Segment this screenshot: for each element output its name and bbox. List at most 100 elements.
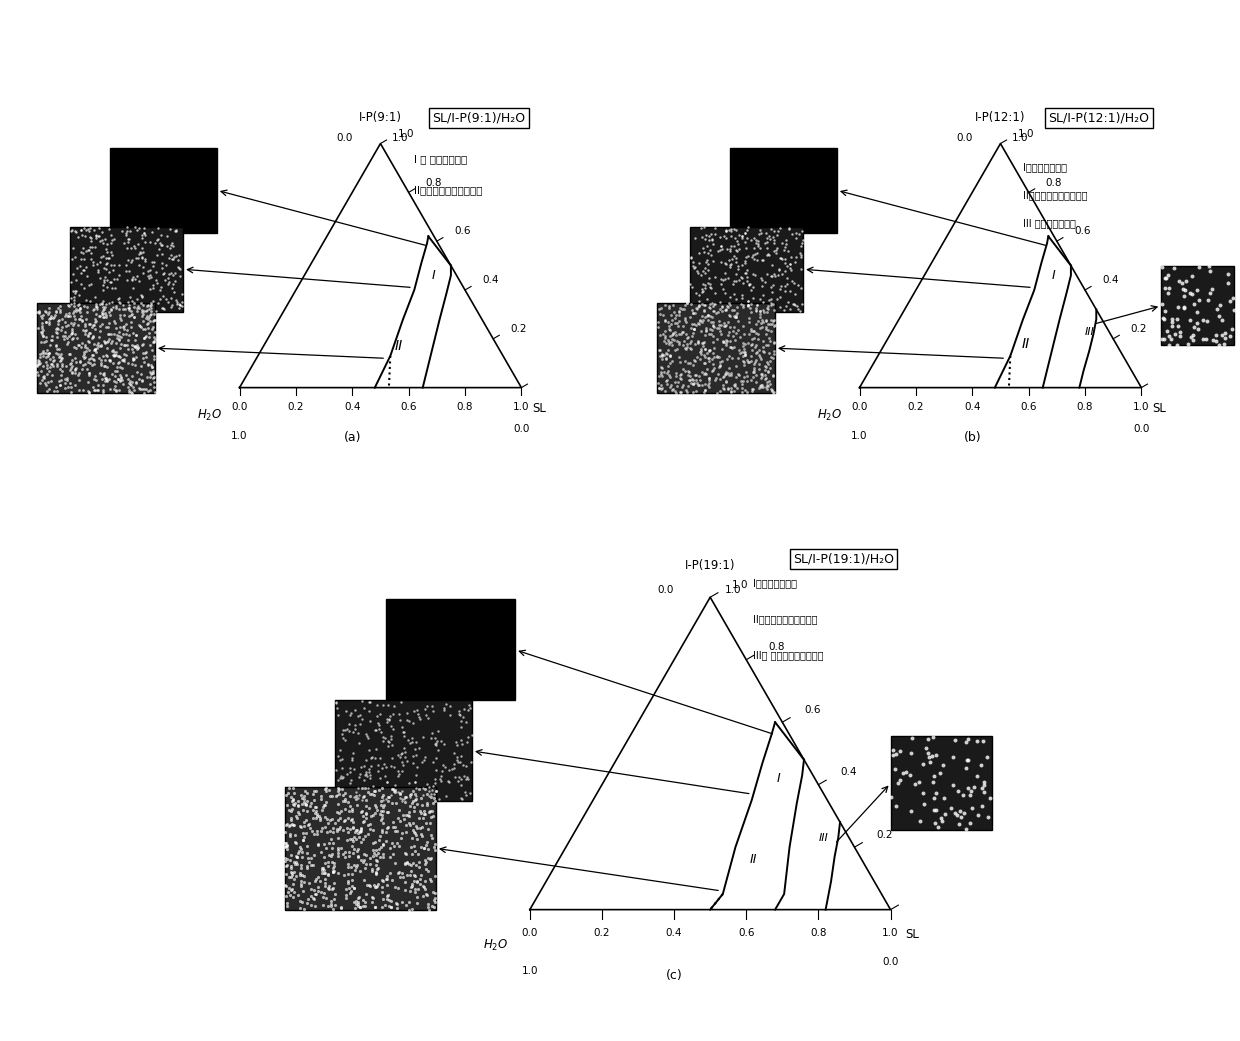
Point <box>934 789 954 806</box>
Point <box>303 810 322 827</box>
Point <box>334 867 353 884</box>
Point <box>776 235 796 252</box>
Point <box>781 273 801 289</box>
Point <box>709 320 729 336</box>
Point <box>336 703 356 719</box>
Point <box>69 381 89 398</box>
Point <box>136 328 156 345</box>
Point <box>396 807 415 823</box>
Point <box>652 346 672 362</box>
Point <box>720 383 740 400</box>
Point <box>427 762 446 779</box>
Point <box>358 780 378 796</box>
Point <box>699 299 719 315</box>
Point <box>27 354 47 371</box>
Point <box>460 785 480 802</box>
Point <box>76 342 95 359</box>
Point <box>92 296 112 312</box>
Point <box>78 242 98 258</box>
Point <box>99 371 119 387</box>
Point <box>791 249 811 265</box>
Point <box>346 895 366 912</box>
Point <box>124 351 144 367</box>
Point <box>52 350 72 366</box>
Point <box>456 770 476 787</box>
Point <box>346 790 366 807</box>
Point <box>68 316 88 333</box>
Point <box>692 334 712 351</box>
Point <box>764 265 784 282</box>
Point <box>83 302 103 319</box>
Point <box>682 371 702 387</box>
Point <box>737 264 756 281</box>
Text: SL: SL <box>1153 402 1167 414</box>
Point <box>773 265 792 282</box>
Point <box>760 268 780 284</box>
Point <box>882 789 901 806</box>
Point <box>737 230 756 247</box>
Point <box>321 892 341 909</box>
Point <box>901 804 921 820</box>
Point <box>61 326 81 342</box>
Point <box>100 227 120 244</box>
Point <box>676 362 696 379</box>
Point <box>954 787 973 804</box>
Point <box>79 384 99 401</box>
Point <box>732 257 751 274</box>
Point <box>109 371 129 387</box>
Point <box>336 881 356 897</box>
Point <box>750 303 770 320</box>
Point <box>420 789 440 806</box>
Text: I：粘稠流动液体: I：粘稠流动液体 <box>754 578 797 588</box>
Point <box>408 873 428 890</box>
Point <box>355 787 374 804</box>
Point <box>321 847 341 864</box>
Point <box>696 259 715 276</box>
Point <box>1218 275 1238 291</box>
Point <box>139 325 159 341</box>
Point <box>388 767 408 784</box>
Point <box>378 818 398 835</box>
Point <box>425 885 445 902</box>
Point <box>365 787 384 804</box>
Point <box>289 843 309 860</box>
Point <box>339 715 358 732</box>
Point <box>759 345 779 361</box>
Point <box>728 258 748 275</box>
Point <box>389 712 409 729</box>
Point <box>89 220 109 236</box>
Point <box>418 820 438 837</box>
Point <box>294 832 314 848</box>
Point <box>136 344 156 360</box>
Point <box>161 251 181 268</box>
Point <box>388 747 408 764</box>
Point <box>150 234 170 251</box>
Point <box>306 803 326 819</box>
Point <box>366 866 386 883</box>
Point <box>725 378 745 395</box>
Point <box>119 231 139 248</box>
Point <box>769 261 789 278</box>
Point <box>418 777 438 793</box>
Point <box>424 838 444 855</box>
Point <box>776 298 796 314</box>
Point <box>722 221 742 237</box>
Point <box>324 820 343 837</box>
Point <box>729 240 749 257</box>
Point <box>94 269 114 285</box>
Point <box>361 816 381 833</box>
Point <box>954 805 973 821</box>
Point <box>753 314 773 331</box>
Point <box>319 858 339 874</box>
Point <box>702 351 722 367</box>
Point <box>145 312 165 329</box>
Point <box>330 820 350 837</box>
Point <box>124 308 144 325</box>
Point <box>699 375 719 391</box>
Point <box>146 263 166 280</box>
Point <box>290 892 310 909</box>
Point <box>109 324 129 340</box>
Point <box>459 702 479 718</box>
Point <box>346 822 366 839</box>
Point <box>317 854 337 870</box>
